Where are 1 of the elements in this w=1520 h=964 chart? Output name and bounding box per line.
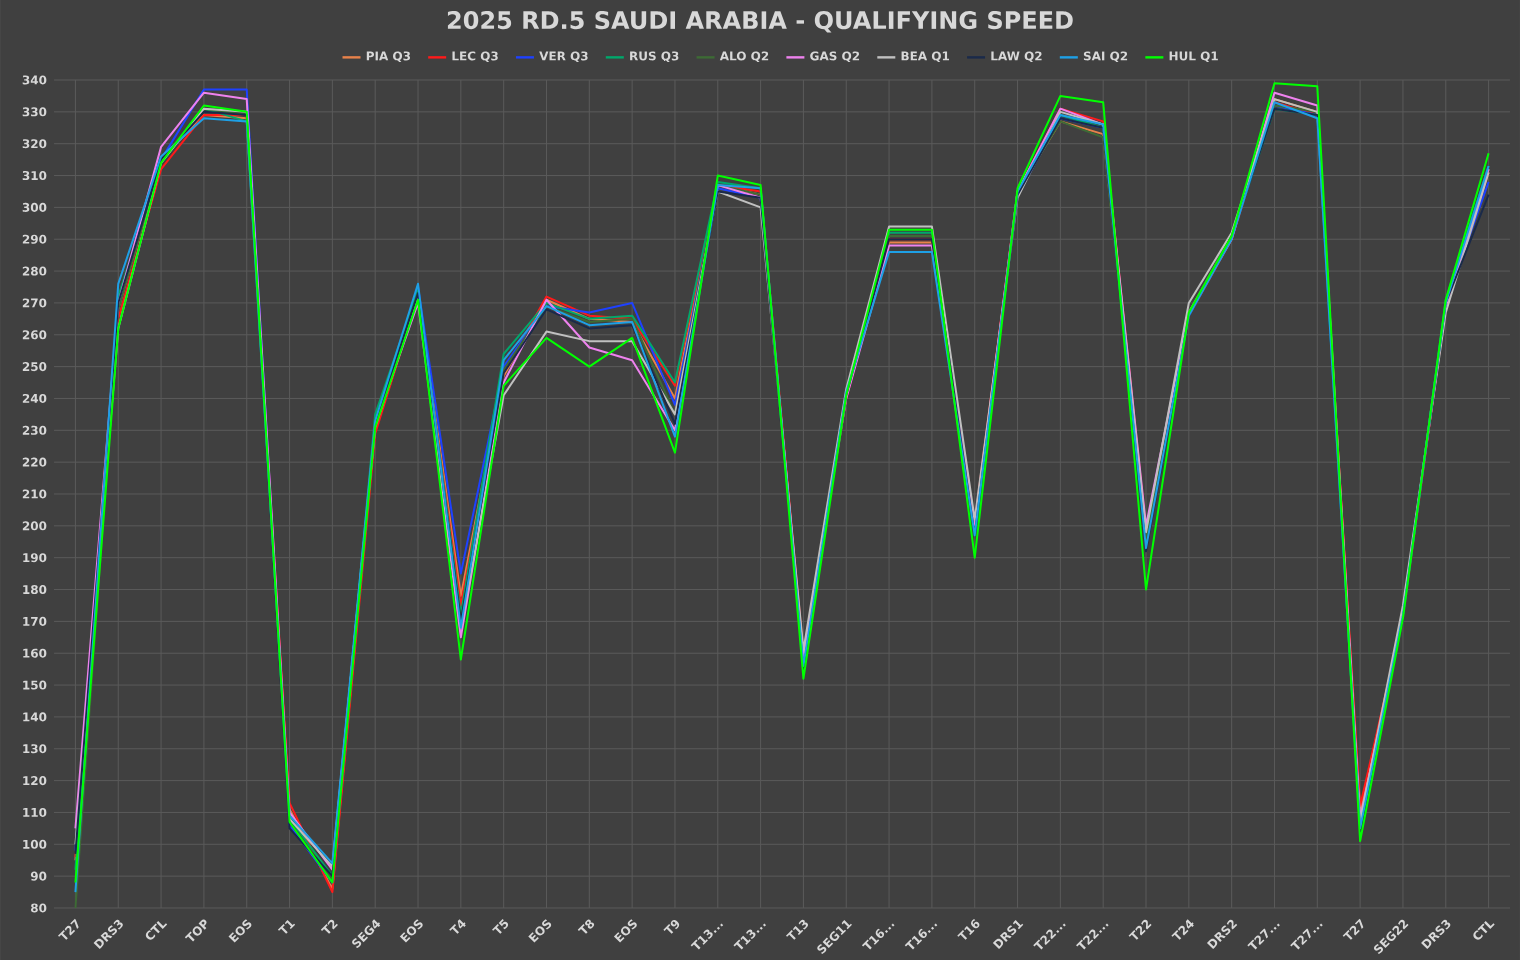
chart-title: 2025 RD.5 SAUDI ARABIA - QUALIFYING SPEED	[447, 10, 1073, 33]
